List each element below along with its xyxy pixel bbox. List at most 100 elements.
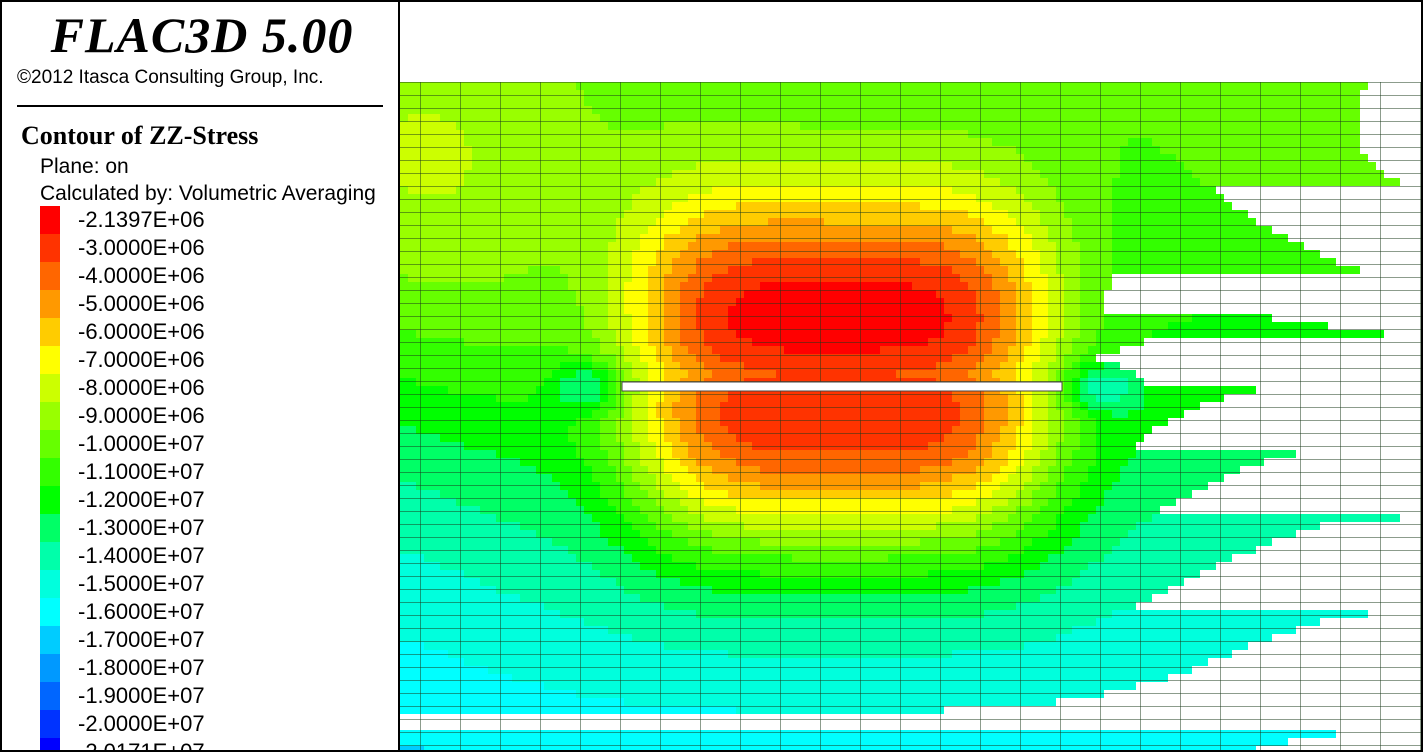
contour-band	[1112, 202, 1232, 210]
contour-band	[680, 282, 704, 290]
contour-band	[688, 194, 976, 202]
contour-band	[688, 538, 760, 546]
contour-band	[664, 210, 704, 218]
contour-band	[984, 610, 1112, 618]
contour-band	[624, 306, 648, 314]
contour-band	[736, 434, 944, 442]
contour-band	[680, 498, 704, 506]
contour-band	[632, 258, 656, 266]
contour-band	[984, 402, 1008, 410]
contour-band	[1080, 330, 1096, 338]
contour-band	[1144, 402, 1200, 410]
contour-band	[680, 314, 696, 322]
contour-band	[976, 330, 1000, 338]
contour-band	[1008, 346, 1024, 354]
contour-band	[720, 450, 968, 458]
contour-band	[440, 114, 600, 122]
contour-band	[672, 554, 792, 562]
contour-band	[1016, 530, 1048, 538]
contour-band	[656, 354, 672, 362]
contour-band	[992, 450, 1008, 458]
contour-band	[440, 562, 592, 570]
contour-band	[1088, 466, 1120, 474]
contour-band	[1064, 370, 1080, 378]
contour-band	[688, 522, 744, 530]
contour-band	[656, 522, 688, 530]
contour-band	[944, 322, 976, 330]
contour-band	[648, 402, 656, 410]
contour-band	[984, 418, 1008, 426]
contour-band	[616, 330, 632, 338]
contour-band	[1080, 522, 1136, 530]
contour-band	[672, 202, 736, 210]
contour-band	[704, 514, 976, 522]
contour-band	[1048, 466, 1064, 474]
contour-band	[640, 354, 656, 362]
contour-band	[976, 530, 1016, 538]
contour-band	[992, 474, 1008, 482]
contour-band	[600, 490, 624, 498]
contour-band	[1056, 514, 1088, 522]
contour-band	[664, 306, 680, 314]
contour-band	[680, 434, 704, 442]
contour-band	[1064, 306, 1080, 314]
contour-band	[1000, 258, 1024, 266]
contour-band	[984, 458, 1008, 466]
contour-band	[400, 498, 456, 506]
contour-band	[400, 250, 608, 258]
contour-band	[1032, 394, 1048, 402]
contour-band	[536, 530, 600, 538]
contour-band	[1072, 538, 1120, 546]
contour-band	[496, 394, 528, 402]
contour-band	[1072, 226, 1112, 234]
contour-band	[992, 202, 1032, 210]
contour-band	[400, 362, 560, 370]
contour-band	[656, 258, 672, 266]
contour-band	[664, 362, 680, 370]
contour-band	[1104, 362, 1120, 370]
contour-band	[632, 434, 648, 442]
contour-band	[728, 426, 952, 434]
contour-band	[400, 370, 552, 378]
contour-band	[984, 314, 1000, 322]
contour-band	[1032, 314, 1048, 322]
contour-band	[664, 298, 680, 306]
contour-band	[1080, 298, 1104, 306]
contour-band	[664, 394, 680, 402]
contour-band	[800, 122, 1360, 130]
contour-band	[1048, 314, 1064, 322]
contour-band	[1080, 434, 1096, 442]
contour-band	[400, 666, 488, 674]
contour-band	[1080, 290, 1104, 298]
contour-band	[400, 202, 632, 210]
contour-band	[584, 458, 608, 466]
contour-band	[1064, 322, 1080, 330]
model-viewport[interactable]	[400, 2, 1421, 750]
contour-band	[1080, 418, 1096, 426]
legend-color-swatch	[40, 234, 60, 262]
legend-color-swatch	[40, 542, 60, 570]
contour-band	[728, 490, 952, 498]
contour-band	[648, 362, 664, 370]
contour-band	[400, 386, 448, 394]
contour-band	[984, 266, 1008, 274]
contour-band	[944, 434, 976, 442]
contour-band	[952, 266, 984, 274]
contour-band	[952, 394, 984, 402]
contour-band	[400, 730, 1336, 738]
contour-band	[1032, 466, 1048, 474]
contour-band	[656, 402, 672, 410]
contour-band	[696, 162, 952, 170]
contour-band	[608, 450, 624, 458]
contour-band	[680, 458, 696, 466]
contour-band	[400, 210, 624, 218]
contour-band	[656, 346, 672, 354]
contour-band	[728, 394, 952, 402]
contour-band	[400, 122, 456, 130]
contour-band	[624, 410, 632, 418]
contour-band	[1072, 450, 1096, 458]
contour-band	[1016, 602, 1136, 610]
contour-band	[640, 458, 664, 466]
contour-band	[584, 306, 608, 314]
contour-band	[424, 642, 664, 650]
